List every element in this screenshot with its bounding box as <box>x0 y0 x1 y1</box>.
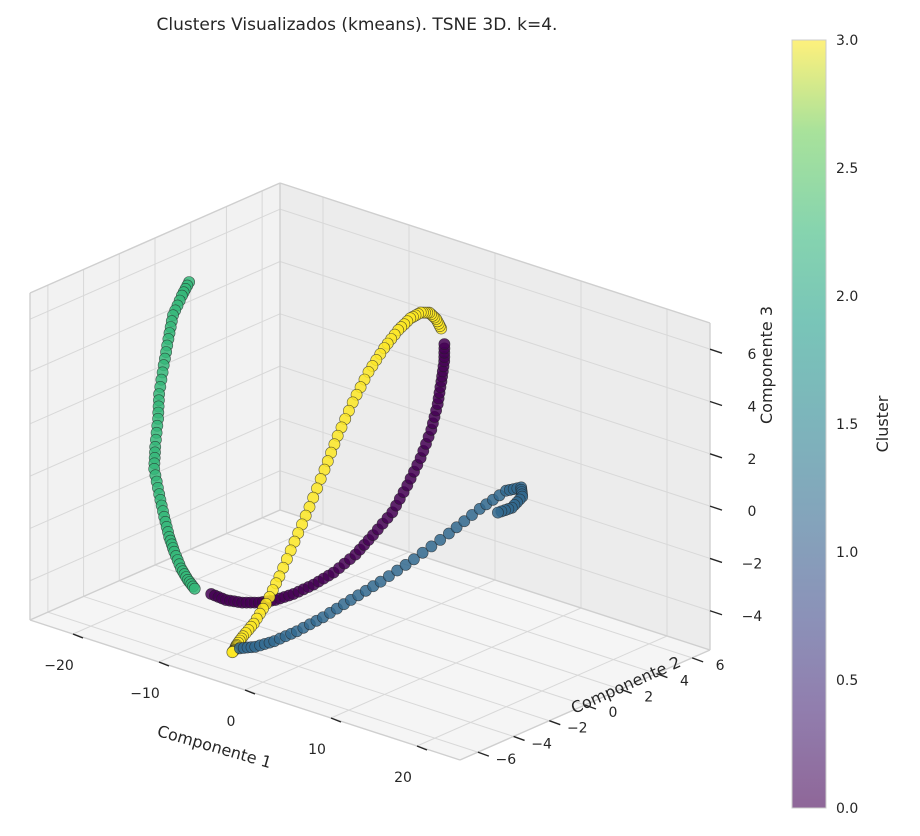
axes-panes <box>30 183 710 760</box>
grid-line-y-floor <box>226 533 657 675</box>
chart-title: Clusters Visualizados (kmeans). TSNE 3D.… <box>157 15 558 35</box>
z-tick-mark <box>709 505 723 511</box>
grid-line-z-back <box>279 208 711 350</box>
z-tick-mark <box>709 400 723 407</box>
y-tick-label: −4 <box>531 736 552 752</box>
x-tick-mark <box>330 717 342 723</box>
colorbar-tick-label: 1.0 <box>836 545 858 561</box>
colorbar-tick-label: 2.5 <box>836 161 858 177</box>
data-point-cluster-0 <box>438 338 451 350</box>
data-point-cluster-1 <box>466 509 478 521</box>
data-point-cluster-1 <box>458 515 471 528</box>
grid-line-z-back <box>279 261 711 402</box>
y-tick-label: 6 <box>716 658 725 674</box>
y-tick-label: −2 <box>567 721 588 737</box>
grid-line-z-back <box>279 417 711 559</box>
y-tick-mark <box>513 735 525 742</box>
colorbar-gradient <box>791 39 827 809</box>
z-tick-mark <box>709 557 723 564</box>
data-point-cluster-1 <box>425 540 438 553</box>
grid-line-z-left <box>29 208 281 320</box>
y-tick-mark <box>656 672 668 679</box>
axis-edge <box>29 509 281 621</box>
grid-line-y-floor <box>190 548 621 690</box>
grid-line-y-floor <box>47 611 479 753</box>
z-tick-mark <box>709 348 723 354</box>
colorbar: 0.0 0.5 1.0 1.5 2.0 2.5 3.0 Cluster <box>791 33 892 817</box>
axis-edge <box>29 182 281 294</box>
z-tick-label: 6 <box>748 347 757 363</box>
z-tick-label: −2 <box>742 556 763 572</box>
x-axis-label: Componente 1 <box>155 721 274 772</box>
data-point-cluster-1 <box>391 564 404 577</box>
z-tick-label: 0 <box>748 504 757 520</box>
data-point-cluster-1 <box>442 527 455 540</box>
colorbar-tick-label: 1.5 <box>836 417 858 433</box>
data-point-cluster-1 <box>382 570 395 582</box>
y-tick-mark <box>620 688 632 694</box>
colorbar-label: Cluster <box>873 395 892 452</box>
grid-line-y-floor <box>261 517 693 659</box>
grid-lines <box>29 190 711 753</box>
y-tick-label: −6 <box>496 752 517 768</box>
y-tick-mark <box>691 657 704 663</box>
x-tick-label: 10 <box>308 742 326 758</box>
y-tick-label: 2 <box>644 689 653 705</box>
grid-line-z-back <box>279 365 711 507</box>
axis-edge <box>279 182 711 324</box>
data-point-cluster-1 <box>434 534 447 546</box>
scatter-points <box>148 276 529 659</box>
y-tick-label: 0 <box>609 705 618 721</box>
data-point-cluster-1 <box>491 506 504 519</box>
x-tick-label: −10 <box>130 686 160 702</box>
x-tick-mark <box>416 745 428 751</box>
grid-line-z-left <box>29 313 281 425</box>
z-tick-label: 2 <box>748 452 757 468</box>
grid-line-z-back <box>279 470 711 612</box>
data-point-cluster-1 <box>407 553 420 566</box>
z-tick-label: −4 <box>742 609 763 625</box>
x-tick-mark <box>72 633 84 639</box>
z-axis-label: Componente 3 <box>757 306 776 424</box>
y-tick-mark <box>549 720 561 726</box>
y-tick-mark <box>584 704 597 710</box>
grid-line-y-floor <box>119 580 550 722</box>
x-tick-label: 0 <box>227 714 236 730</box>
data-point-cluster-1 <box>450 521 463 534</box>
z-tick-mark <box>709 610 723 616</box>
x-tick-label: 20 <box>394 770 412 786</box>
grid-line-y-floor <box>154 564 586 706</box>
axis-edge <box>279 509 711 651</box>
grid-line-z-left <box>29 261 281 372</box>
y-tick-label: 4 <box>680 674 689 690</box>
colorbar-tick-label: 0.0 <box>836 801 858 817</box>
y-tick-mark <box>477 751 490 757</box>
data-point-cluster-1 <box>374 575 387 588</box>
grid-line-y-floor <box>83 595 514 737</box>
grid-line-z-back <box>279 313 711 455</box>
data-point-cluster-1 <box>399 559 412 571</box>
x-tick-label: −20 <box>44 658 74 674</box>
grid-line-z-left <box>29 470 281 582</box>
x-tick-mark <box>158 661 170 667</box>
colorbar-tick-label: 3.0 <box>836 33 858 49</box>
z-tick-mark <box>709 453 723 459</box>
colorbar-tick-label: 2.0 <box>836 289 858 305</box>
z-tick-label: 4 <box>748 399 757 415</box>
colorbar-tick-label: 0.5 <box>836 673 858 689</box>
x-tick-mark <box>244 689 256 695</box>
data-point-cluster-2 <box>188 582 201 595</box>
data-point-cluster-1 <box>416 546 429 559</box>
